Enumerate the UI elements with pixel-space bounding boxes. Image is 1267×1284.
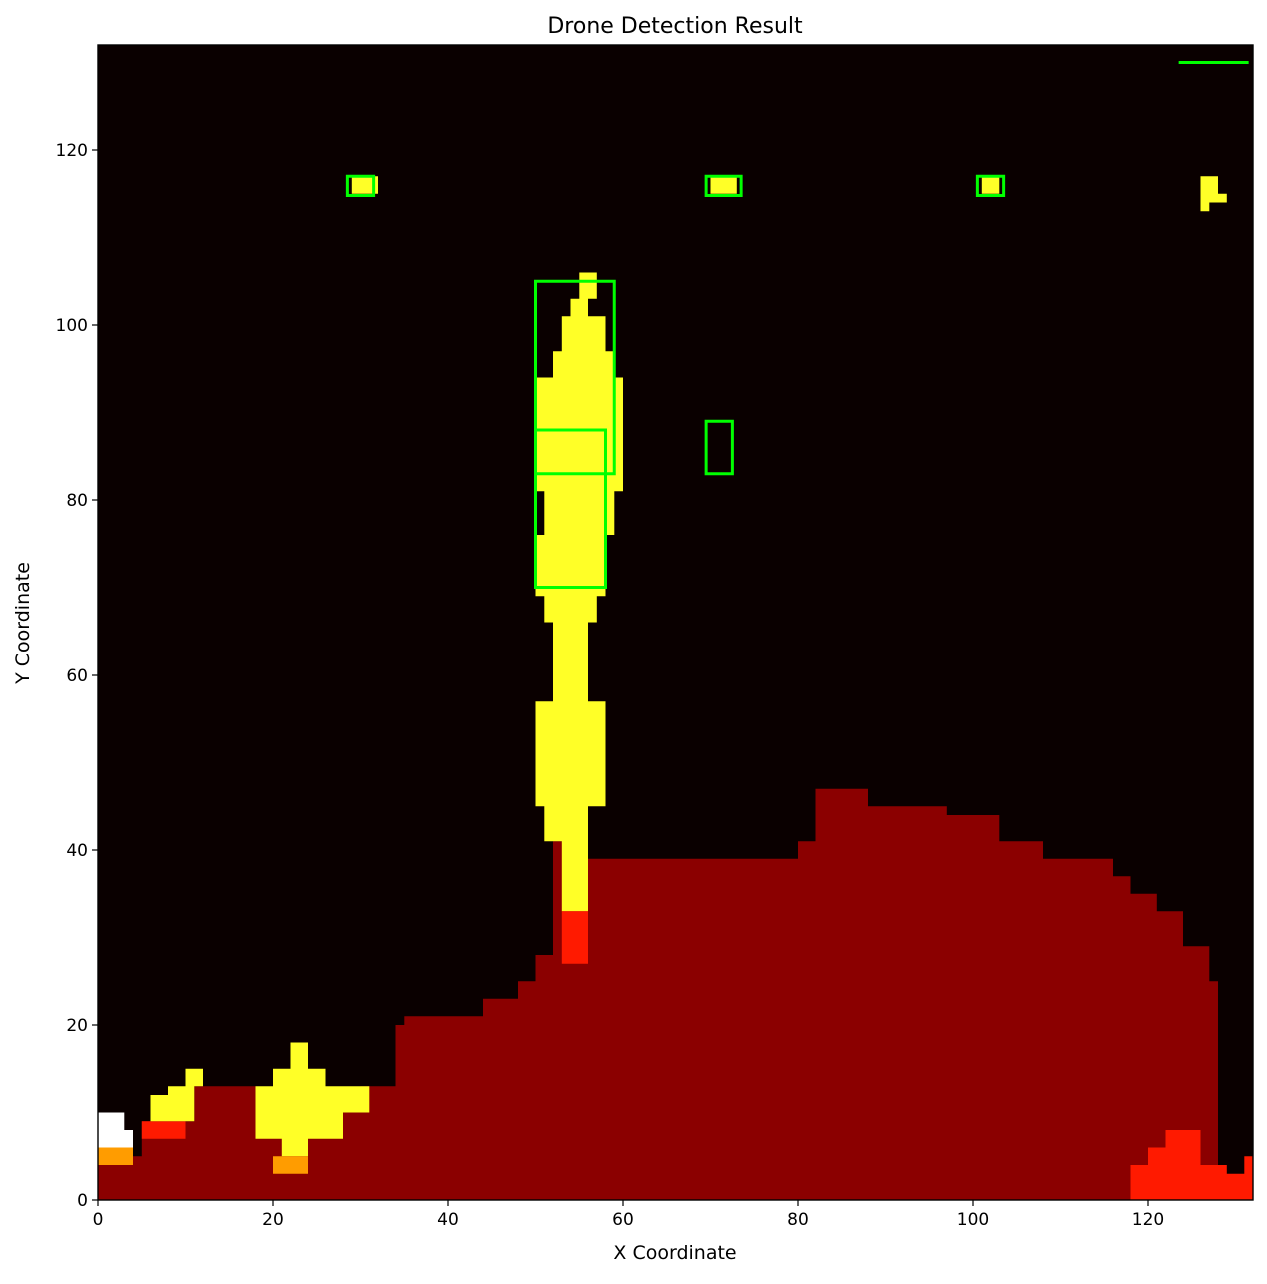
heat-region-hotspot-left-red [141,1121,186,1139]
x-tick-label: 100 [957,1210,989,1230]
x-tick-label: 20 [262,1210,284,1230]
heat-region-hotspot-mid-yellow [255,1042,370,1157]
heat-region-ground-mass [98,788,1218,1200]
y-tick-label: 100 [56,316,88,336]
heat-region-blob-2 [710,176,737,194]
heat-region-plume-base [561,911,588,964]
chart-title: Drone Detection Result [547,14,803,39]
x-tick-label: 120 [1132,1210,1164,1230]
detection-box-2 [704,174,743,197]
x-tick-label: 60 [612,1210,634,1230]
detection-box-4 [534,279,616,476]
heat-region-plume [535,272,623,912]
detection-box-1 [345,174,376,197]
heat-region-hotspot-mid-orange [273,1156,308,1174]
heat-region-hotspot-left-orange [98,1147,133,1165]
x-tick-label: 40 [437,1210,459,1230]
heat-region-hotspot-bottom-right [1130,1130,1253,1200]
detection-boxes [345,61,1249,589]
x-axis-label: X Coordinate [613,1242,736,1264]
y-tick-label: 120 [56,141,88,161]
heat-region-blob-1 [351,176,378,194]
y-tick-label: 20 [66,1016,88,1036]
x-tick-label: 80 [787,1210,809,1230]
heat-region-hotspot-left-white [98,1112,133,1148]
y-tick-label: 60 [66,666,88,686]
plot-frame [97,44,1254,1201]
x-axis-ticks: 0 20 40 60 80 100 120 [93,1200,1164,1230]
heat-region-ground-right-edge [1200,1060,1218,1165]
detection-box-6 [704,419,734,476]
y-tick-label: 40 [66,841,88,861]
detection-box-3 [975,174,1006,197]
x-tick-label: 0 [93,1210,104,1230]
heat-region-blob-3 [981,176,1000,194]
heat-region-hotspot-left-yellow [150,1068,203,1122]
heat-region-blob-4 [1200,176,1227,212]
heatmap-regions [98,176,1253,1200]
y-axis-ticks: 0 20 40 60 80 100 120 [56,141,98,1211]
detection-box-5 [534,428,607,589]
y-axis-label: Y Coordinate [12,562,34,685]
y-tick-label: 80 [66,491,88,511]
y-tick-label: 0 [77,1191,88,1211]
